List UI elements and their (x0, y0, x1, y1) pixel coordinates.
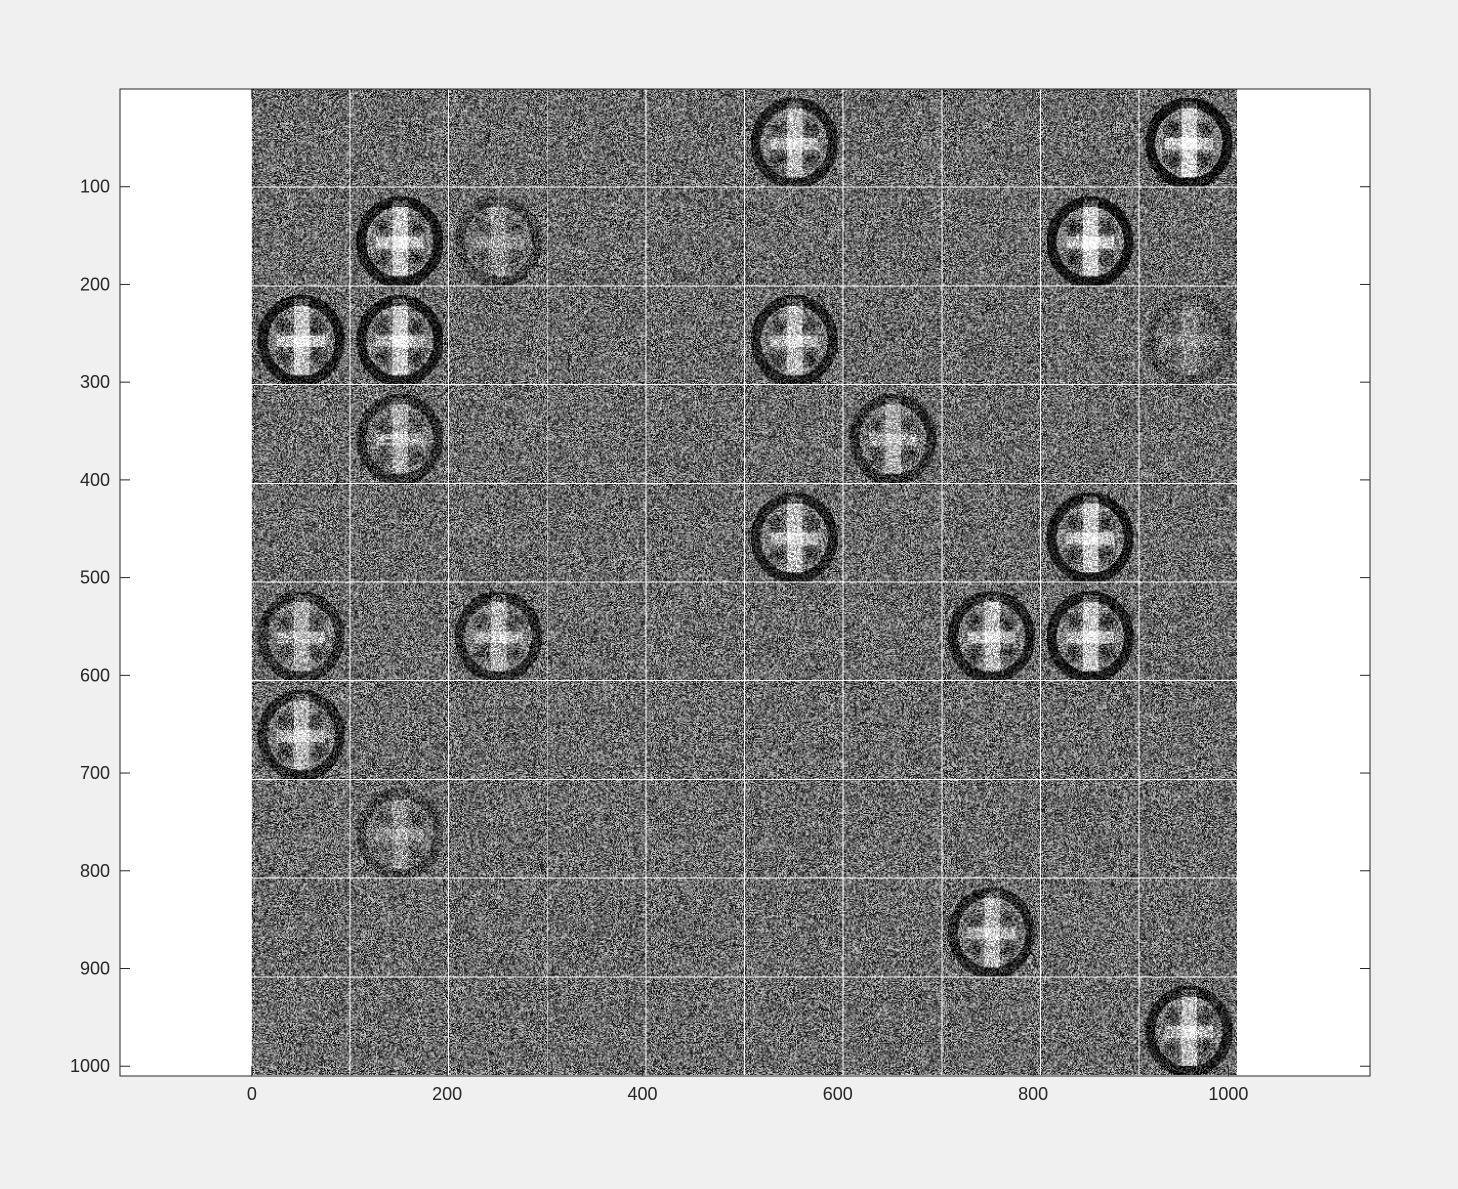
y-tick-label: 600 (80, 665, 110, 685)
y-tick-label: 700 (80, 763, 110, 783)
y-tick-label: 1000 (70, 1056, 110, 1076)
x-tick-label: 1000 (1208, 1084, 1248, 1104)
x-tick-label: 400 (627, 1084, 657, 1104)
x-tick-label: 200 (432, 1084, 462, 1104)
axes-box (119, 88, 1371, 1077)
y-tick-label: 300 (80, 372, 110, 392)
y-tick-label: 400 (80, 470, 110, 490)
image-content (251, 89, 1239, 1076)
x-tick-label: 0 (247, 1084, 257, 1104)
image-layer (251, 89, 1239, 1076)
x-tick-label: 600 (823, 1084, 853, 1104)
y-tick-label: 100 (80, 177, 110, 197)
y-tick-label: 900 (80, 959, 110, 979)
x-axis: 0 200 400 600 800 1000 (247, 89, 1248, 1104)
y-tick-label: 800 (80, 861, 110, 881)
y-tick-label: 200 (80, 274, 110, 294)
x-tick-label: 800 (1018, 1084, 1048, 1104)
y-tick-label: 500 (80, 568, 110, 588)
y-axis: 100 200 300 400 500 600 700 800 900 1000 (70, 177, 1370, 1076)
